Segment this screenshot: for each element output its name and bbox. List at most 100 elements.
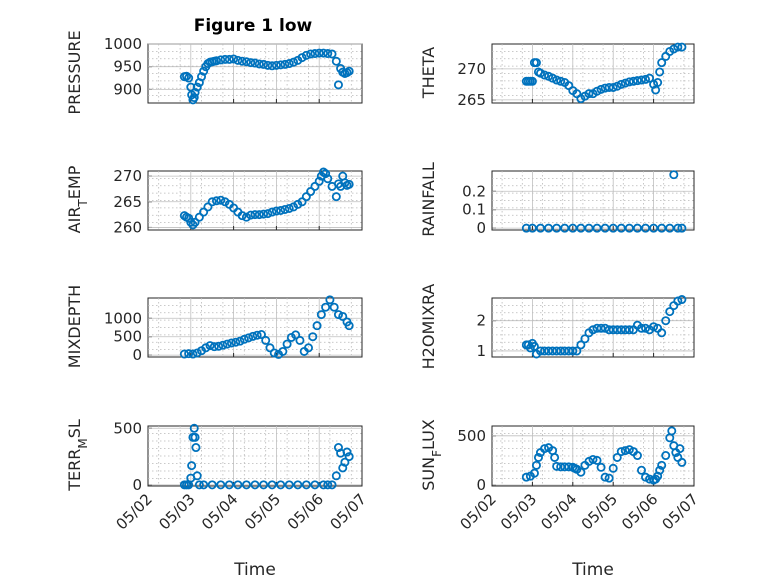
data-point <box>344 66 354 76</box>
data-point <box>216 195 226 205</box>
data-point <box>331 192 341 202</box>
data-point <box>316 310 326 320</box>
data-point <box>636 323 646 333</box>
y-tick-label: 0 <box>476 476 486 494</box>
y-tick-label: 0 <box>476 219 486 237</box>
data-point <box>191 443 201 453</box>
y-tick-label: 260 <box>113 218 142 236</box>
x-axis-label: Time <box>571 560 614 580</box>
series-points <box>179 423 354 490</box>
series-points <box>179 48 354 105</box>
series-points <box>521 170 687 233</box>
data-point <box>655 465 665 475</box>
data-point <box>216 480 226 490</box>
data-point <box>327 480 337 490</box>
panel-middle-left-1: 260 265 270 AIRTEMP <box>65 165 363 236</box>
data-point <box>667 426 677 436</box>
x-tick-label: 05/06 <box>618 490 661 533</box>
data-point <box>271 60 281 70</box>
data-point <box>657 58 667 68</box>
x-tick-label: 05/07 <box>327 490 370 533</box>
data-point <box>321 302 331 312</box>
data-point <box>550 452 560 462</box>
data-point <box>271 206 281 216</box>
data-point <box>636 75 646 85</box>
data-point <box>604 473 614 483</box>
data-point <box>282 339 292 349</box>
data-point <box>596 462 606 472</box>
data-point <box>323 49 333 59</box>
data-point <box>241 57 251 67</box>
data-point <box>226 338 236 348</box>
y-tick-label: 0.1 <box>462 201 486 219</box>
y-tick-label: 950 <box>113 58 142 76</box>
data-point <box>192 471 202 481</box>
data-point <box>323 480 333 490</box>
data-point <box>237 56 247 66</box>
data-point <box>588 454 598 464</box>
data-point <box>205 341 215 351</box>
data-point <box>649 322 659 332</box>
data-point <box>244 333 254 343</box>
data-point <box>592 455 602 465</box>
data-point <box>540 444 550 454</box>
data-point <box>192 82 202 92</box>
data-point <box>211 56 221 66</box>
data-point <box>596 323 606 333</box>
data-point <box>632 76 642 86</box>
x-tick-label: 05/05 <box>241 490 284 533</box>
data-point <box>665 307 675 317</box>
x-tick-label: 05/04 <box>537 490 580 533</box>
panel-bottom-right: 0 500 SUNFLUX 05/0205/0305/0405/0505/0605/0… <box>419 419 702 580</box>
y-tick-label: 500 <box>113 419 142 437</box>
data-point <box>203 202 213 212</box>
x-tick-label: 05/03 <box>497 490 540 533</box>
data-point <box>233 480 243 490</box>
data-point <box>187 461 197 471</box>
data-point <box>608 82 618 92</box>
data-point <box>284 203 294 213</box>
data-point <box>301 480 311 490</box>
data-point <box>259 209 269 219</box>
data-point <box>289 57 299 67</box>
data-point <box>184 349 194 359</box>
data-point <box>256 330 266 340</box>
data-point <box>323 174 333 184</box>
y-tick-label: 270 <box>113 167 142 185</box>
y-tick-label: 500 <box>457 427 486 445</box>
data-point <box>189 423 199 433</box>
x-tick-label: 05/03 <box>155 490 198 533</box>
data-point <box>596 84 606 94</box>
panel-middle-right-1: 00.10.2 RAINFALL <box>419 162 695 237</box>
data-point <box>194 212 204 222</box>
data-point <box>657 460 667 470</box>
data-point <box>641 74 651 84</box>
y-axis-label: TERRMSL <box>65 419 90 492</box>
data-point <box>344 179 354 189</box>
data-point <box>310 49 320 59</box>
data-point <box>552 461 562 471</box>
data-point <box>576 340 586 350</box>
data-point <box>329 302 339 312</box>
series-points <box>179 167 354 230</box>
x-tick-label: 05/02 <box>113 490 156 533</box>
data-point <box>628 76 638 86</box>
y-tick-label: 265 <box>113 193 142 211</box>
data-point <box>620 78 630 88</box>
data-point <box>263 209 273 219</box>
data-point <box>661 316 671 326</box>
y-axis-label: SUNFLUX <box>419 419 444 491</box>
data-point <box>235 336 245 346</box>
data-point <box>199 66 209 76</box>
data-point <box>276 206 286 216</box>
data-point <box>624 77 634 87</box>
data-point <box>196 72 206 82</box>
data-point <box>259 480 269 490</box>
y-tick-label: 0 <box>132 476 142 494</box>
data-point <box>199 207 209 217</box>
y-tick-label: 0 <box>132 346 142 364</box>
data-point <box>669 170 679 180</box>
data-point <box>214 341 224 351</box>
data-point <box>267 207 277 217</box>
y-tick-label: 270 <box>457 60 486 78</box>
